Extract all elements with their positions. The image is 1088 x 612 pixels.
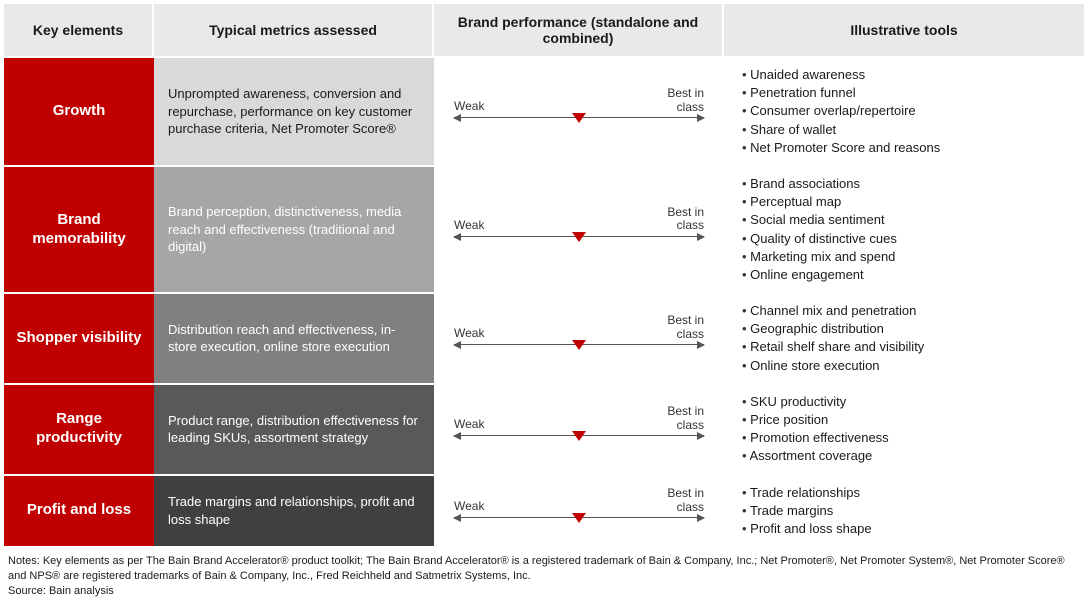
tool-item: Marketing mix and spend: [742, 248, 1074, 266]
performance-cell: Weak Best inclass: [434, 165, 724, 292]
performance-marker-icon: [572, 513, 586, 523]
performance-marker-icon: [572, 340, 586, 350]
tool-item: Price position: [742, 411, 1074, 429]
tool-item: Trade margins: [742, 502, 1074, 520]
scale-label-best: Best inclass: [667, 314, 704, 342]
scale-label-weak: Weak: [454, 417, 484, 431]
col-header-performance: Brand performance (standalone and combin…: [434, 4, 724, 56]
scale-label-weak: Weak: [454, 499, 484, 513]
footnotes: Notes: Key elements as per The Bain Bran…: [4, 554, 1084, 599]
key-element: Growth: [4, 56, 154, 165]
key-element: Brand memorability: [4, 165, 154, 292]
tool-item: Net Promoter Score and reasons: [742, 139, 1074, 157]
performance-marker-icon: [572, 431, 586, 441]
scale-label-weak: Weak: [454, 218, 484, 232]
source-text: Source: Bain analysis: [8, 584, 1080, 599]
performance-marker-icon: [572, 232, 586, 242]
tool-item: Consumer overlap/repertoire: [742, 102, 1074, 120]
tools-cell: SKU productivityPrice positionPromotion …: [724, 383, 1084, 474]
tool-item: Perceptual map: [742, 193, 1074, 211]
metrics-cell: Brand perception, distinctiveness, media…: [154, 165, 434, 292]
table-body: GrowthUnprompted awareness, conversion a…: [4, 56, 1084, 546]
tool-item: Quality of distinctive cues: [742, 230, 1074, 248]
col-header-key: Key elements: [4, 4, 154, 56]
tool-item: Geographic distribution: [742, 320, 1074, 338]
scale-label-best: Best inclass: [667, 87, 704, 115]
scale-label-best: Best inclass: [667, 405, 704, 433]
tool-item: Profit and loss shape: [742, 520, 1074, 538]
tool-item: Assortment coverage: [742, 447, 1074, 465]
tool-item: SKU productivity: [742, 393, 1074, 411]
col-header-tools: Illustrative tools: [724, 4, 1084, 56]
notes-text: Notes: Key elements as per The Bain Bran…: [8, 554, 1080, 584]
tool-item: Channel mix and penetration: [742, 302, 1074, 320]
scale-label-weak: Weak: [454, 99, 484, 113]
key-element: Shopper visibility: [4, 292, 154, 383]
tool-item: Penetration funnel: [742, 84, 1074, 102]
metrics-cell: Unprompted awareness, conversion and rep…: [154, 56, 434, 165]
performance-cell: Weak Best inclass: [434, 292, 724, 383]
scale-label-best: Best inclass: [667, 206, 704, 234]
tool-item: Share of wallet: [742, 121, 1074, 139]
tool-item: Brand associations: [742, 175, 1074, 193]
tool-item: Retail shelf share and visibility: [742, 338, 1074, 356]
tool-item: Online store execution: [742, 357, 1074, 375]
framework-table: Key elements Typical metrics assessed Br…: [4, 4, 1084, 56]
performance-cell: Weak Best inclass: [434, 56, 724, 165]
tools-cell: Channel mix and penetrationGeographic di…: [724, 292, 1084, 383]
scale-label-weak: Weak: [454, 326, 484, 340]
key-element: Range productivity: [4, 383, 154, 474]
tools-cell: Trade relationshipsTrade marginsProfit a…: [724, 474, 1084, 547]
performance-cell: Weak Best inclass: [434, 383, 724, 474]
performance-cell: Weak Best inclass: [434, 474, 724, 547]
tools-cell: Unaided awarenessPenetration funnelConsu…: [724, 56, 1084, 165]
tools-cell: Brand associationsPerceptual mapSocial m…: [724, 165, 1084, 292]
metrics-cell: Distribution reach and effectiveness, in…: [154, 292, 434, 383]
tool-item: Trade relationships: [742, 484, 1074, 502]
tool-item: Promotion effectiveness: [742, 429, 1074, 447]
scale-label-best: Best inclass: [667, 487, 704, 515]
key-element: Profit and loss: [4, 474, 154, 547]
tool-item: Online engagement: [742, 266, 1074, 284]
col-header-metrics: Typical metrics assessed: [154, 4, 434, 56]
performance-marker-icon: [572, 113, 586, 123]
tool-item: Social media sentiment: [742, 211, 1074, 229]
metrics-cell: Product range, distribution effectivenes…: [154, 383, 434, 474]
tool-item: Unaided awareness: [742, 66, 1074, 84]
metrics-cell: Trade margins and relationships, profit …: [154, 474, 434, 547]
